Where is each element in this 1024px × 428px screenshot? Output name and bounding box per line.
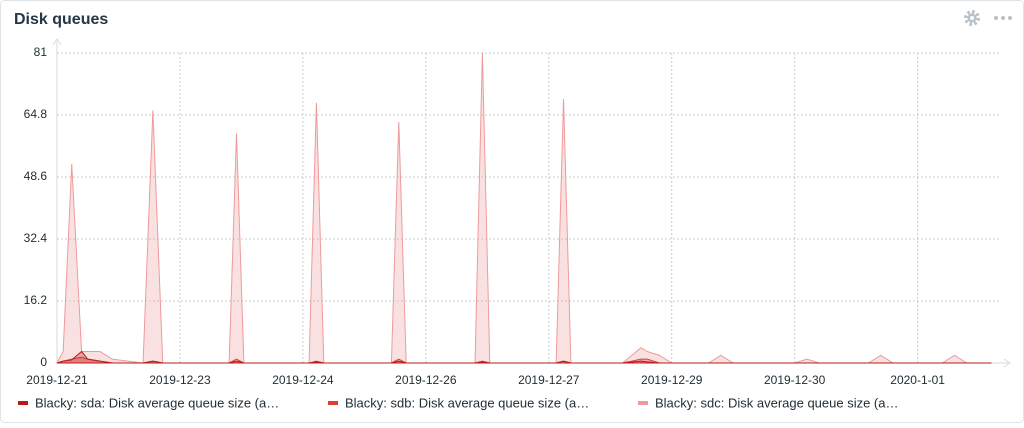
settings-icon[interactable] <box>964 10 980 26</box>
x-tick-label: 2019-12-24 <box>272 373 334 387</box>
y-tick-label: 16.2 <box>24 293 48 307</box>
x-tick-label: 2019-12-30 <box>764 373 826 387</box>
legend-swatch <box>18 401 28 405</box>
more-icon[interactable] <box>994 16 1012 20</box>
x-tick-label: 2020-1-01 <box>890 373 945 387</box>
x-tick-label: 2019-12-26 <box>395 373 457 387</box>
series-area <box>56 350 992 364</box>
y-tick-label: 48.6 <box>24 169 48 183</box>
widget-title: Disk queues <box>14 11 108 28</box>
y-tick-label: 81 <box>34 45 48 59</box>
legend-label: Blacky: sda: Disk average queue size (a… <box>35 395 279 410</box>
legend-label: Blacky: sdb: Disk average queue size (a… <box>345 395 589 410</box>
legend-swatch <box>638 401 648 405</box>
x-axis-arrow <box>1003 358 1011 368</box>
legend-label: Blacky: sdc: Disk average queue size (a… <box>655 395 899 410</box>
x-tick-label: 2019-12-21 <box>26 373 88 387</box>
y-tick-label: 32.4 <box>24 231 48 245</box>
x-tick-label: 2019-12-29 <box>641 373 703 387</box>
y-tick-label: 0 <box>40 355 47 369</box>
x-tick-label: 2019-12-23 <box>149 373 211 387</box>
legend-swatch <box>328 401 338 405</box>
y-axis-arrow <box>52 38 62 46</box>
x-tick-label: 2019-12-27 <box>518 373 580 387</box>
y-tick-label: 64.8 <box>24 107 48 121</box>
